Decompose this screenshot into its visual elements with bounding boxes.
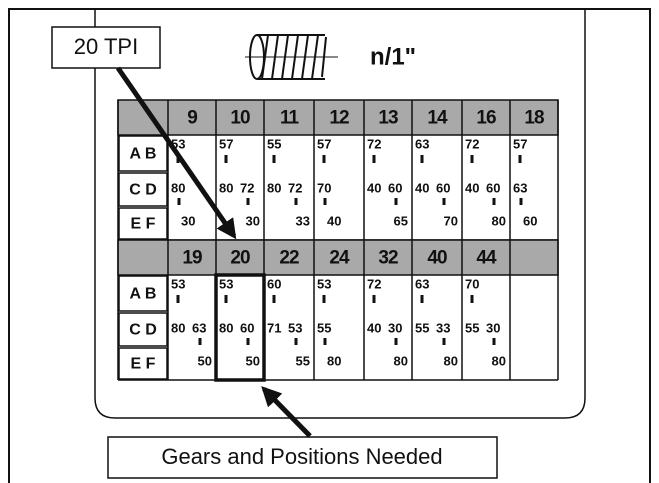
- gear-cd: 80: [171, 180, 185, 195]
- gear-ef: 80: [394, 353, 408, 368]
- row-label-box: [118, 172, 168, 207]
- callout-tpi: 20 TPI: [74, 34, 138, 59]
- inner-panel: [94, 9, 586, 419]
- gear-cd: 30: [486, 320, 500, 335]
- row-label-box: [118, 207, 168, 240]
- row-label: E F: [131, 356, 156, 373]
- tpi-header: 44: [476, 248, 497, 269]
- gear-ef: 80: [327, 353, 341, 368]
- row-label: A B: [130, 286, 157, 303]
- tpi-header: 16: [476, 108, 496, 129]
- tpi-header: 12: [329, 108, 349, 129]
- gear-cd: 33: [436, 320, 450, 335]
- gear-cd: 60: [240, 320, 254, 335]
- gear-cd: 63: [192, 320, 206, 335]
- gear-ef: 65: [394, 213, 408, 228]
- gear-ab: 63: [415, 136, 429, 151]
- tpi-header: 14: [427, 108, 448, 129]
- gear-ab: 60: [267, 276, 281, 291]
- gear-ef: 60: [523, 213, 537, 228]
- gear-cd: 80: [219, 320, 233, 335]
- callout-box: [107, 436, 498, 479]
- gear-ab: 70: [465, 276, 479, 291]
- gear-ef: 50: [246, 353, 260, 368]
- tpi-header: 18: [524, 108, 544, 129]
- gear-ef: 80: [444, 353, 458, 368]
- gear-ab: 57: [317, 136, 331, 151]
- row-label-box: [118, 135, 168, 172]
- gear-cd: 80: [171, 320, 185, 335]
- gear-cd: 40: [415, 180, 429, 195]
- tpi-header: 10: [230, 108, 250, 129]
- gear-ef: 55: [296, 353, 310, 368]
- gear-ef: 33: [296, 213, 310, 228]
- arrow: [261, 386, 312, 438]
- gear-cd: 40: [367, 180, 381, 195]
- gear-cd: 63: [513, 180, 527, 195]
- row-label: E F: [131, 216, 156, 233]
- tpi-header: 11: [280, 108, 300, 129]
- gear-cd: 72: [240, 180, 254, 195]
- gear-ef: 30: [246, 213, 260, 228]
- gear-cd: 60: [486, 180, 500, 195]
- tpi-header: 20: [230, 248, 250, 269]
- header-band: [117, 239, 559, 276]
- gear-ef: 80: [492, 213, 506, 228]
- outer-frame: [8, 8, 651, 483]
- gear-ab: 63: [415, 276, 429, 291]
- thread-icon: [245, 34, 338, 80]
- callout-gears: Gears and Positions Needed: [161, 444, 442, 469]
- gear-ef: 40: [327, 213, 341, 228]
- gear-cd: 40: [367, 320, 381, 335]
- gear-cd: 60: [436, 180, 450, 195]
- gear-ef: 70: [444, 213, 458, 228]
- gear-cd: 80: [219, 180, 233, 195]
- tpi-header: 19: [182, 248, 202, 269]
- tpi-header: 40: [427, 248, 447, 269]
- arrow: [115, 66, 237, 240]
- tpi-header: 22: [279, 248, 299, 269]
- title: n/1": [370, 43, 416, 70]
- gear-cd: 72: [288, 180, 302, 195]
- gear-ab: 72: [367, 276, 381, 291]
- callout-box: [51, 26, 161, 69]
- gear-cd: 55: [415, 320, 429, 335]
- row-label-box: [118, 347, 168, 380]
- header-band: [117, 99, 559, 136]
- gear-ab: 55: [267, 136, 281, 151]
- row-label: C D: [129, 322, 157, 339]
- gear-cd: 80: [267, 180, 281, 195]
- gear-ef: 50: [198, 353, 212, 368]
- row-label-box: [118, 275, 168, 312]
- row-label-box: [118, 312, 168, 347]
- gear-ab: 72: [367, 136, 381, 151]
- tpi-header: 24: [329, 248, 350, 269]
- tpi-header: 13: [378, 108, 398, 129]
- tpi-header: 9: [187, 108, 197, 129]
- gear-ef: 80: [492, 353, 506, 368]
- gear-ab: 53: [219, 276, 233, 291]
- gear-cd: 55: [465, 320, 479, 335]
- gear-cd: 53: [288, 320, 302, 335]
- gear-cd: 40: [465, 180, 479, 195]
- gear-ab: 53: [171, 276, 185, 291]
- gear-ef: 30: [181, 213, 195, 228]
- gear-cd: 55: [317, 320, 331, 335]
- highlight-box: [214, 273, 266, 382]
- row-label: A B: [130, 146, 157, 163]
- gear-cd: 70: [317, 180, 331, 195]
- gear-ab: 57: [513, 136, 527, 151]
- gear-ab: 72: [465, 136, 479, 151]
- tpi-header: 32: [378, 248, 398, 269]
- gear-ab: 57: [219, 136, 233, 151]
- gear-cd: 71: [267, 320, 281, 335]
- row-label: C D: [129, 182, 157, 199]
- gear-cd: 60: [388, 180, 402, 195]
- gear-ab: 53: [317, 276, 331, 291]
- gear-cd: 30: [388, 320, 402, 335]
